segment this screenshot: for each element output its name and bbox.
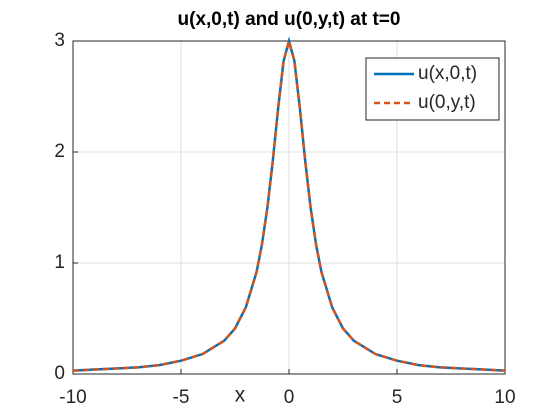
x-axis-label: x <box>235 384 246 407</box>
legend-label: u(0,y,t) <box>418 92 476 113</box>
x-tick-label: -10 <box>59 387 86 408</box>
y-tick-label: 3 <box>54 30 65 51</box>
data-line <box>72 36 506 372</box>
x-tick-label: -5 <box>173 387 190 408</box>
y-tick-label: 1 <box>54 252 65 273</box>
x-tick-label: 10 <box>494 387 515 408</box>
legend-box <box>365 57 500 121</box>
chart-title: u(x,0,t) and u(0,y,t) at t=0 <box>178 9 401 30</box>
x-tick-label: 0 <box>284 387 295 408</box>
y-tick-label: 2 <box>54 141 65 162</box>
x-tick-label: 5 <box>392 387 403 408</box>
y-tick-label: 0 <box>54 363 65 384</box>
legend-label: u(x,0,t) <box>418 63 477 84</box>
